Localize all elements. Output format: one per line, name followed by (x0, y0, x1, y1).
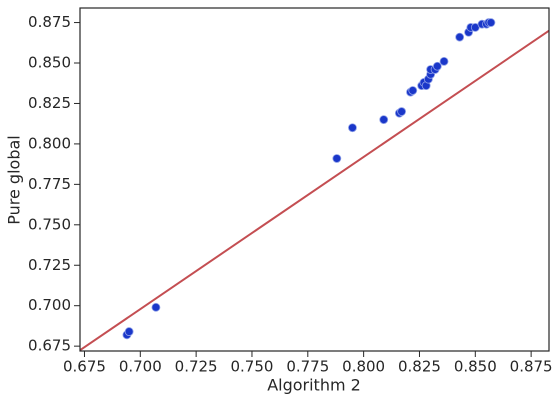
x-tick-label: 0.675 (63, 358, 106, 376)
x-tick-label: 0.825 (398, 358, 441, 376)
x-tick-label: 0.850 (454, 358, 497, 376)
y-axis-label: Pure global (5, 135, 24, 224)
point (408, 86, 418, 95)
point (124, 327, 134, 336)
x-tick-label: 0.750 (230, 358, 273, 376)
point (439, 56, 449, 66)
y-tick-label: 0.800 (28, 134, 71, 152)
y-tick-label: 0.750 (28, 215, 71, 233)
y-tick-label: 0.675 (28, 337, 71, 355)
point (486, 18, 496, 27)
y-tick-label: 0.850 (28, 54, 71, 72)
point (379, 115, 389, 125)
y-tick-label: 0.775 (28, 175, 71, 193)
y-tick-label: 0.700 (28, 296, 71, 314)
y-tick-label: 0.825 (28, 94, 71, 112)
x-tick-label: 0.725 (175, 358, 218, 376)
point (397, 107, 407, 116)
y-tick-label: 0.725 (28, 256, 71, 274)
y-tick-label: 0.875 (28, 13, 71, 31)
plot-frame (79, 7, 550, 352)
point (455, 32, 465, 42)
x-tick-label: 0.875 (510, 358, 553, 376)
point (151, 302, 161, 312)
reference-line (80, 29, 549, 351)
point (332, 154, 342, 163)
point (348, 123, 357, 133)
x-tick-label: 0.775 (286, 358, 329, 376)
x-axis-label: Algorithm 2 (267, 376, 361, 395)
point (432, 61, 442, 71)
x-tick-label: 0.800 (342, 358, 385, 376)
x-tick-label: 0.700 (119, 358, 162, 376)
